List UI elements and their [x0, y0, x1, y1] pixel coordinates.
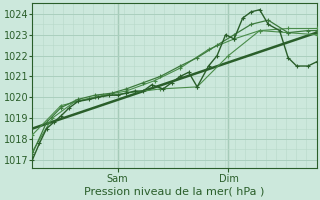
X-axis label: Pression niveau de la mer( hPa ): Pression niveau de la mer( hPa ) — [84, 187, 265, 197]
